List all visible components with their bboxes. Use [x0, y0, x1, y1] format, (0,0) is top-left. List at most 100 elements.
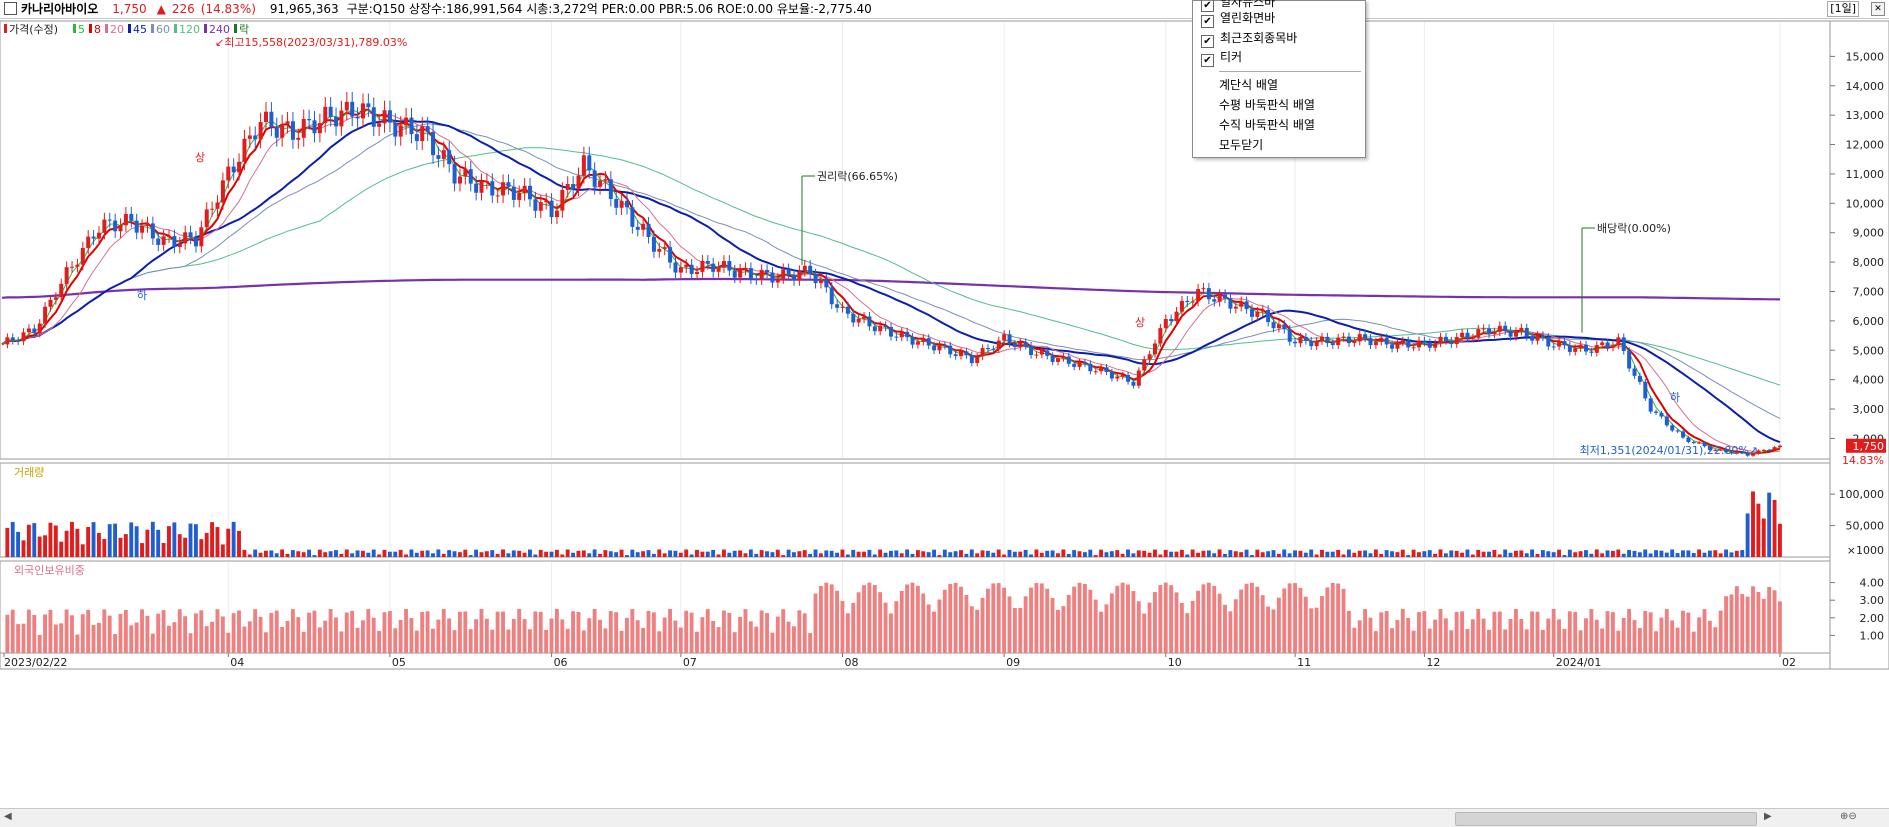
- foreign-bar: [953, 582, 958, 653]
- candle-body: [102, 219, 107, 233]
- menu-item-close-all[interactable]: 모두닫기: [1219, 138, 1264, 152]
- volume-bar: [894, 550, 899, 557]
- volume-bar: [1492, 549, 1497, 557]
- scroll-left-icon[interactable]: ◀: [4, 811, 12, 822]
- candle-body: [646, 223, 651, 238]
- foreign-bar: [1610, 612, 1615, 653]
- candle-body: [797, 271, 802, 281]
- volume-bar: [781, 555, 786, 557]
- candle-body: [1212, 299, 1217, 302]
- foreign-bar: [1460, 611, 1465, 653]
- volume-bar: [646, 550, 651, 557]
- candle-body: [678, 267, 683, 273]
- horizontal-scrollbar[interactable]: ◀ ▶ ⊕⊖: [0, 808, 1889, 827]
- candle-body: [835, 304, 840, 308]
- foreign-bar: [1390, 628, 1394, 653]
- volume-bar: [808, 553, 813, 557]
- menu-item-open-screen-bar[interactable]: ✔ 열린화면바: [1201, 9, 1275, 28]
- foreign-bar: [1400, 609, 1405, 653]
- volume-bar: [549, 551, 554, 557]
- volume-bar: [835, 552, 840, 557]
- volume-bar: [123, 534, 128, 557]
- foreign-bar: [1298, 587, 1303, 653]
- foreign-bar: [684, 610, 689, 653]
- foreign-bar: [996, 583, 1001, 653]
- volume-bar: [1082, 552, 1087, 557]
- zoom-icons[interactable]: ⊕⊖: [1840, 811, 1857, 822]
- volume-bar: [1756, 503, 1761, 557]
- candle-body: [1573, 348, 1578, 352]
- candle-body: [1093, 371, 1098, 373]
- volume-bar: [975, 553, 980, 557]
- foreign-bar: [1686, 612, 1691, 653]
- scroll-right-icon[interactable]: ▶: [1764, 811, 1772, 822]
- candle-body: [264, 111, 269, 122]
- volume-bar: [1713, 550, 1718, 557]
- candle-body: [96, 232, 101, 239]
- foreign-bar: [43, 614, 47, 653]
- close-icon[interactable]: ✕: [1871, 2, 1885, 16]
- volume-bar: [581, 550, 586, 557]
- menu-item-ticker[interactable]: ✔ 티커: [1201, 48, 1242, 67]
- window-checkbox[interactable]: [4, 2, 17, 15]
- volume-bar: [150, 521, 155, 557]
- volume-bar: [75, 528, 80, 557]
- foreign-bar: [64, 609, 69, 653]
- foreign-bar: [269, 612, 274, 653]
- candle-body: [716, 267, 721, 272]
- volume-bar: [786, 549, 791, 557]
- foreign-bar: [1573, 611, 1578, 653]
- volume-bar: [565, 549, 570, 557]
- volume-bar: [576, 550, 581, 557]
- foreign-bar: [242, 626, 247, 653]
- volume-bar: [1659, 550, 1664, 557]
- scrollbar-thumb[interactable]: [1455, 812, 1757, 826]
- candle-body: [210, 208, 215, 210]
- volume-bar: [199, 539, 204, 557]
- candle-body: [1373, 341, 1378, 346]
- foreign-bar: [1691, 631, 1696, 653]
- foreign-bar: [312, 610, 317, 653]
- foreign-bar: [1449, 630, 1454, 653]
- candle-body: [382, 110, 387, 124]
- volume-bar: [371, 549, 376, 557]
- period-selector[interactable]: [1일]: [1827, 1, 1859, 17]
- foreign-bar: [113, 634, 118, 653]
- volume-bar: [1438, 549, 1443, 557]
- candle-body: [711, 263, 716, 272]
- foreign-bar: [835, 590, 840, 653]
- volume-bar: [1109, 551, 1114, 557]
- volume-bar: [511, 550, 516, 557]
- candle-body: [247, 135, 252, 139]
- candle-body: [339, 110, 344, 127]
- foreign-bar: [436, 619, 441, 653]
- menu-item-recent-stock-bar[interactable]: ✔ 최근조회종목바: [1201, 29, 1297, 48]
- foreign-bar: [614, 612, 619, 653]
- foreign-bar: [1481, 618, 1486, 653]
- foreign-bar: [1045, 588, 1050, 653]
- volume-bar: [673, 550, 678, 557]
- volume-bar: [339, 553, 344, 557]
- foreign-bar: [1697, 617, 1702, 653]
- foreign-bar: [420, 612, 425, 653]
- foreign-bar: [1621, 617, 1626, 653]
- candle-body: [565, 184, 570, 190]
- menu-item-tile-horizontal[interactable]: 수평 바둑판식 배열: [1219, 98, 1315, 112]
- candle-body: [1244, 301, 1249, 310]
- volume-bar: [1336, 549, 1341, 557]
- candle-body: [662, 247, 667, 249]
- candle-body: [1271, 322, 1276, 329]
- candle-body: [554, 210, 559, 218]
- menu-item-tile-vertical[interactable]: 수직 바둑판식 배열: [1219, 118, 1315, 132]
- volume-bar: [1185, 554, 1190, 557]
- legend-swatch: [128, 24, 131, 33]
- foreign-bar: [274, 610, 279, 653]
- menu-item-news-bar[interactable]: ✔ 일자뉴스바: [1201, 0, 1275, 12]
- legend-label: 가격(수정): [9, 23, 58, 36]
- check-icon: ✔: [1201, 54, 1214, 67]
- menu-item-cascade[interactable]: 계단식 배열: [1219, 78, 1279, 92]
- foreign-bar: [1282, 588, 1287, 653]
- candle-body: [905, 331, 910, 338]
- foreign-bar: [608, 611, 613, 653]
- volume-bar: [598, 553, 602, 557]
